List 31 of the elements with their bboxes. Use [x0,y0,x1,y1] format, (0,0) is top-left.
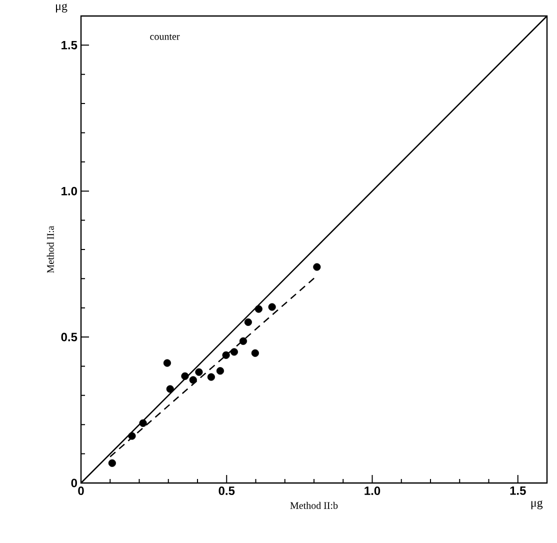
x-tick-label: 0.5 [218,486,235,496]
point [163,359,172,367]
y-tick-label: 0.5 [61,332,78,342]
y-tick-label: 1.5 [62,41,78,50]
point [244,318,252,326]
point [254,305,262,313]
x-tick-label: 1.0 [364,486,380,496]
y-tick-label: 1.0 [62,186,77,196]
text: μg [56,4,68,12]
x-tick-label: 0 [78,486,84,496]
point [139,419,147,427]
point [216,367,224,375]
point [230,348,238,356]
point [222,351,230,359]
point [239,337,248,345]
point [268,303,276,311]
point [108,459,116,467]
point [181,372,189,380]
x-axis-title: Method II:b [290,502,338,509]
text: μg [531,500,543,510]
point [166,385,174,393]
x-tick-label: 1.5 [510,486,526,495]
y-axis-title: Method II:a [46,226,54,273]
point [128,432,136,440]
point [189,376,197,384]
point [313,263,321,271]
point [207,373,215,381]
point [251,349,259,357]
y-tick-label: 0 [71,478,77,488]
annotation: counter [150,34,180,40]
point [195,368,203,376]
